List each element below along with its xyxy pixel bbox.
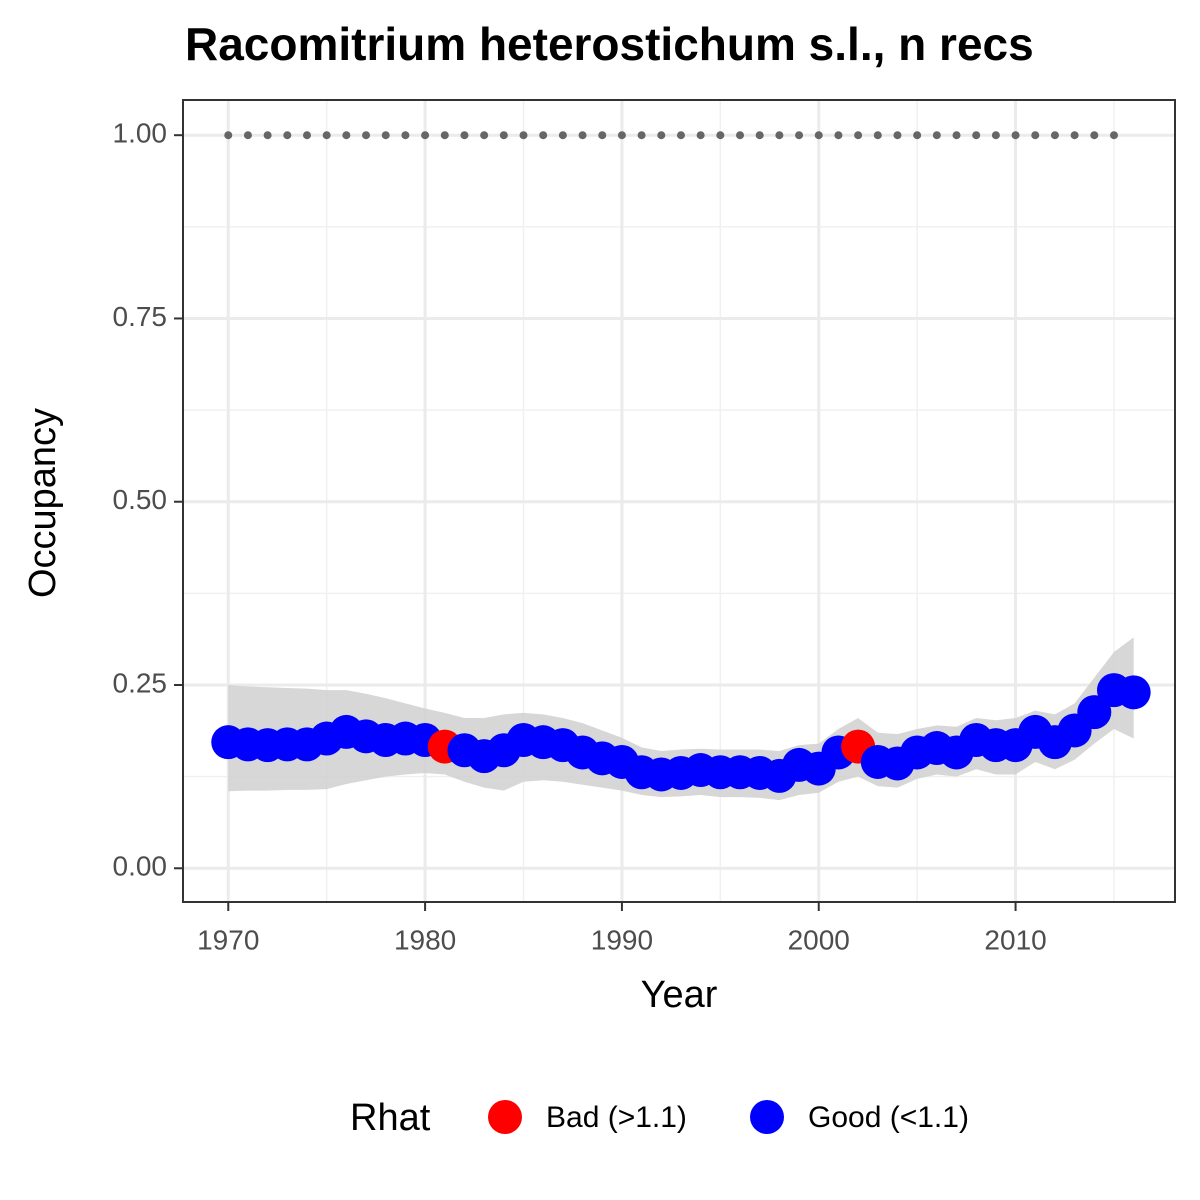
y-tick-label: 0.50	[113, 484, 168, 515]
point	[1116, 675, 1151, 710]
reference-dot	[854, 131, 863, 140]
x-tick-label: 2010	[984, 924, 1046, 955]
legend-swatch	[488, 1100, 522, 1134]
reference-dot	[676, 131, 685, 140]
reference-dot	[460, 131, 469, 140]
legend-swatch	[750, 1100, 784, 1134]
reference-dot	[1031, 131, 1040, 140]
reference-dot	[1109, 131, 1118, 140]
reference-dot	[362, 131, 371, 140]
reference-dot	[952, 131, 961, 140]
reference-dot	[499, 131, 508, 140]
y-tick-label: 1.00	[113, 118, 168, 149]
reference-dot	[834, 131, 843, 140]
reference-dot	[736, 131, 745, 140]
legend-label: Bad (>1.1)	[546, 1101, 687, 1134]
reference-dot	[1090, 131, 1099, 140]
reference-dot	[1070, 131, 1079, 140]
reference-dot	[243, 131, 252, 140]
reference-dot	[617, 131, 626, 140]
reference-dot	[283, 131, 292, 140]
reference-dot	[598, 131, 607, 140]
reference-dot	[1011, 131, 1020, 140]
reference-dot	[913, 131, 922, 140]
reference-dot	[1050, 131, 1059, 140]
y-tick-label: 0.25	[113, 667, 168, 698]
reference-dot	[991, 131, 1000, 140]
reference-dot	[775, 131, 784, 140]
legend-label: Good (<1.1)	[808, 1101, 969, 1134]
legend-title: Rhat	[350, 1097, 431, 1139]
reference-dot	[637, 131, 646, 140]
reference-dot	[558, 131, 567, 140]
chart-title: Racomitrium heterostichum s.l., n recs	[185, 18, 1034, 70]
reference-dot	[401, 131, 410, 140]
reference-dot	[657, 131, 666, 140]
reference-dot	[539, 131, 548, 140]
reference-dot	[893, 131, 902, 140]
reference-dot	[303, 131, 311, 140]
reference-dot	[519, 131, 528, 140]
reference-dot	[795, 131, 804, 140]
y-tick-label: 0.00	[113, 851, 168, 882]
reference-dot	[381, 131, 390, 140]
reference-dot	[224, 131, 233, 140]
reference-dot	[263, 131, 272, 140]
reference-dot	[873, 131, 882, 140]
reference-dot	[716, 131, 725, 140]
reference-dot	[814, 131, 823, 140]
reference-dot	[972, 131, 981, 140]
x-tick-label: 2000	[788, 924, 850, 955]
reference-dot	[322, 131, 331, 140]
reference-dot	[342, 131, 351, 140]
point	[1077, 695, 1112, 730]
reference-dot	[440, 131, 449, 140]
reference-dot	[755, 131, 764, 140]
reference-dot	[696, 131, 705, 140]
x-axis-title: Year	[641, 974, 718, 1016]
reference-dot	[578, 131, 587, 140]
x-tick-label: 1980	[394, 924, 456, 955]
x-tick-label: 1990	[591, 924, 653, 955]
reference-dot	[932, 131, 941, 140]
x-tick-label: 1970	[197, 924, 259, 955]
reference-dot	[421, 131, 430, 140]
y-axis-title: Occupancy	[22, 408, 64, 598]
reference-dot	[480, 131, 489, 140]
y-tick-label: 0.75	[113, 301, 168, 332]
